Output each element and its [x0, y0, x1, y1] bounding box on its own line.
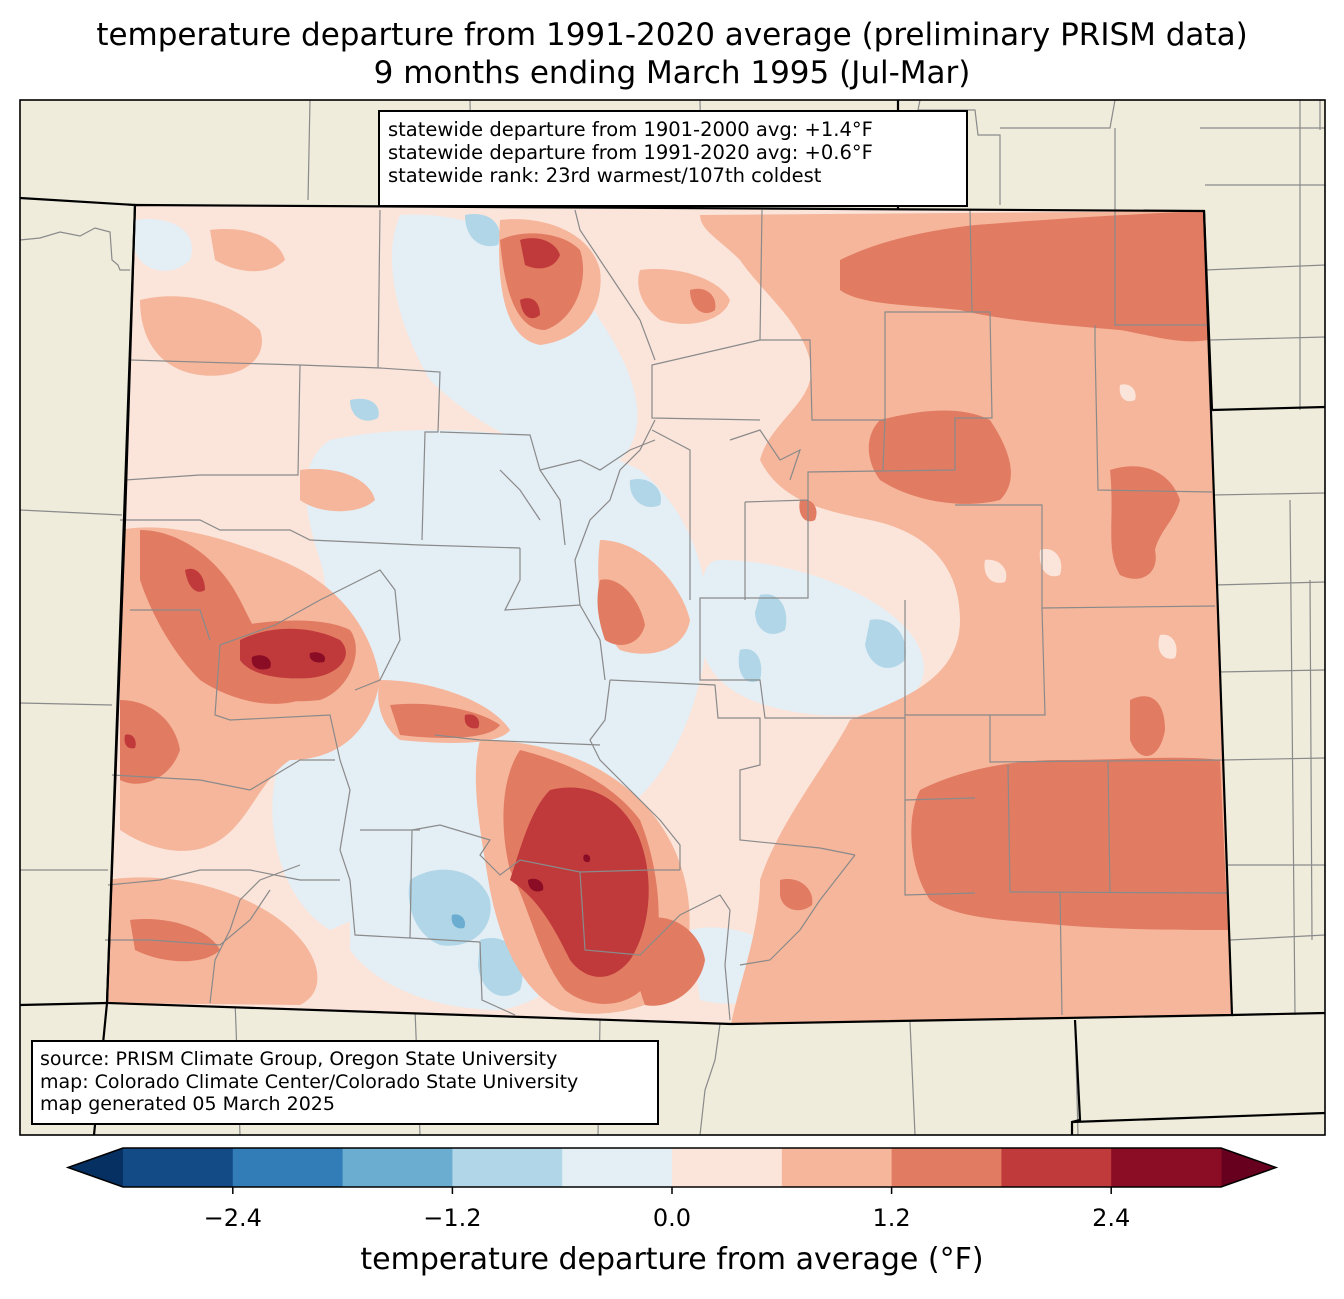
statewide-stats-box: statewide departure from 1901-2000 avg: …: [378, 110, 968, 207]
colorbar-outline: [65, 1147, 1279, 1188]
colorbar: [65, 1147, 1279, 1194]
colorbar-bin-3: [452, 1148, 563, 1187]
colorbar-over-extension: [1221, 1148, 1276, 1187]
colorbar-bin-7: [891, 1148, 1002, 1187]
generated-date-line: map generated 05 March 2025: [40, 1093, 335, 1115]
temperature-departure-field: [107, 205, 1232, 1024]
colorbar-label: temperature departure from average (°F): [360, 1242, 984, 1277]
stats-departure-1901-2000: statewide departure from 1901-2000 avg: …: [388, 118, 873, 141]
colorbar-bin-0: [123, 1148, 234, 1187]
colorbar-bin-4: [562, 1148, 673, 1187]
colorbar-bin-2: [342, 1148, 453, 1187]
source-credit-box: source: PRISM Climate Group, Oregon Stat…: [31, 1040, 659, 1125]
colorado-county-lines: [105, 209, 1229, 1021]
colorbar-tick-label: −2.4: [203, 1204, 262, 1232]
colorbar-bin-8: [1001, 1148, 1112, 1187]
stats-rank: statewide rank: 23rd warmest/107th colde…: [388, 164, 822, 187]
colorbar-bin-6: [781, 1148, 893, 1187]
colorbar-bin-1: [232, 1148, 344, 1187]
colorbar-tick-label: −1.2: [423, 1204, 482, 1232]
colorbar-tick-label: 0.0: [652, 1204, 692, 1232]
colorbar-under-extension: [68, 1148, 123, 1187]
state-boundaries: [20, 100, 1325, 1135]
map-title: temperature departure from 1991-2020 ave…: [96, 17, 1248, 53]
colorbar-bin-5: [672, 1148, 783, 1187]
map-frame: [19, 99, 1326, 1136]
stats-departure-1991-2020: statewide departure from 1991-2020 avg: …: [388, 141, 873, 164]
map-credit-line: map: Colorado Climate Center/Colorado St…: [40, 1070, 579, 1093]
map-subtitle: 9 months ending March 1995 (Jul-Mar): [373, 55, 971, 91]
colorbar-tick-label: 1.2: [872, 1204, 911, 1232]
colorbar-bin-9: [1111, 1148, 1222, 1187]
source-line: source: PRISM Climate Group, Oregon Stat…: [40, 1048, 558, 1070]
colorbar-tick-label: 2.4: [1092, 1204, 1131, 1232]
